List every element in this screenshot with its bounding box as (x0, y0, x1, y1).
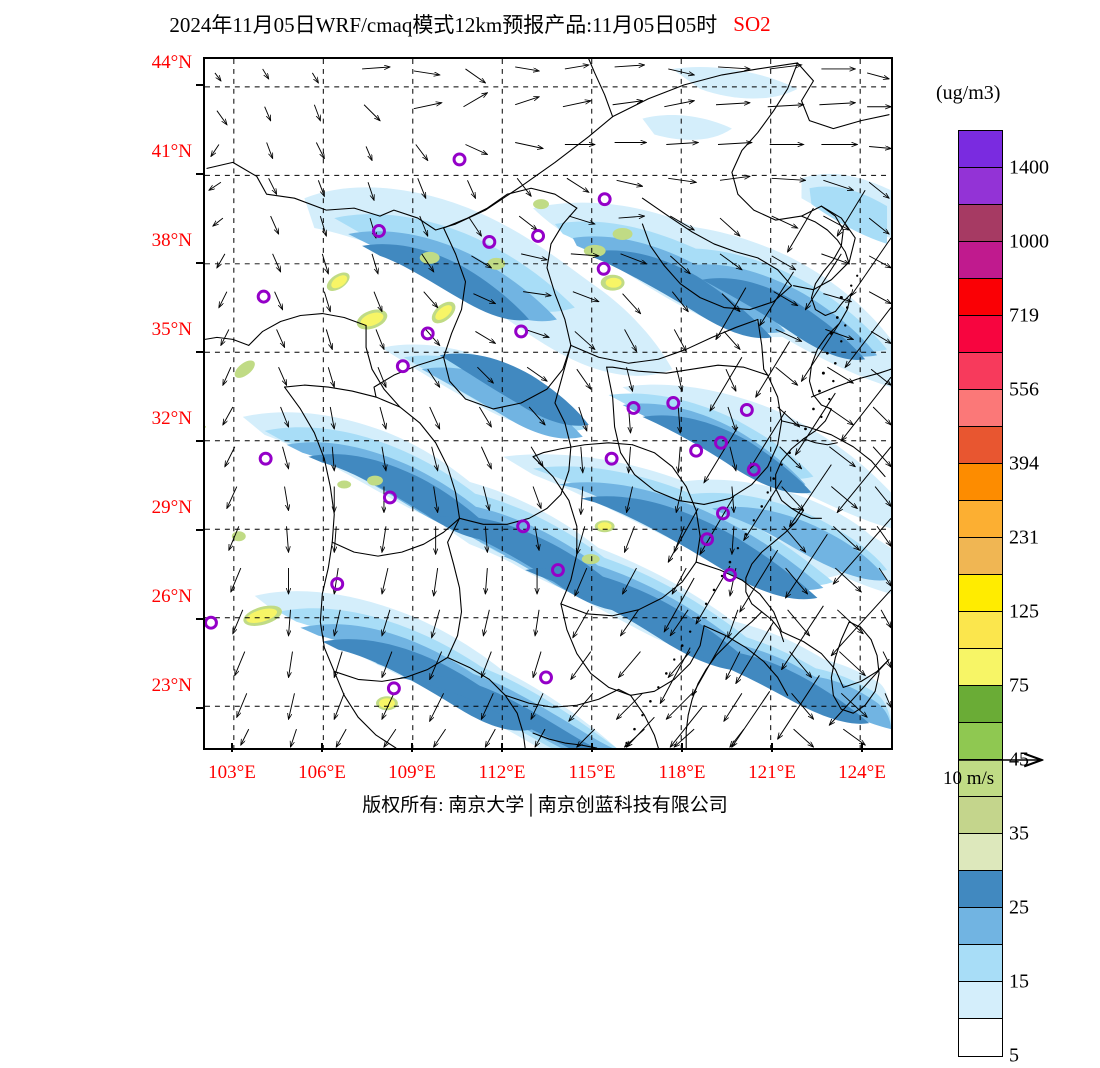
colorbar-tick-1400: 1400 (1009, 156, 1049, 179)
lon-label-112: 112°E (478, 762, 526, 783)
map-canvas (205, 59, 891, 748)
colorbar-cell-19 (959, 834, 1002, 871)
lat-label-32: 32°N (151, 408, 192, 429)
colorbar-cell-7 (959, 390, 1002, 427)
lon-label-124: 124°E (838, 762, 886, 783)
lon-tick (501, 743, 503, 752)
lat-tick (196, 440, 205, 442)
lat-tick (196, 618, 205, 620)
page-title: 2024年11月05日WRF/cmaq模式12km预报产品:11月05日05时 … (0, 8, 940, 40)
lon-label-118: 118°E (658, 762, 706, 783)
colorbar-tick-75: 75 (1009, 674, 1029, 697)
colorbar[interactable] (958, 130, 1003, 1057)
colorbar-units-label: (ug/m3) (936, 82, 1001, 104)
wind-scale-arrow (959, 748, 1075, 794)
lon-label-121: 121°E (748, 762, 796, 783)
colorbar-cell-6 (959, 353, 1002, 390)
lon-tick (411, 743, 413, 752)
lon-tick (591, 743, 593, 752)
lat-label-38: 38°N (151, 230, 192, 251)
colorbar-cell-10 (959, 501, 1002, 538)
lat-tick (196, 707, 205, 709)
colorbar-cell-1 (959, 168, 1002, 205)
lon-tick (231, 743, 233, 752)
colorbar-tick-1000: 1000 (1009, 230, 1049, 253)
colorbar-cell-22 (959, 945, 1002, 982)
colorbar-cell-11 (959, 538, 1002, 575)
colorbar-cell-16 (959, 723, 1002, 760)
colorbar-cell-20 (959, 871, 1002, 908)
colorbar-cell-8 (959, 427, 1002, 464)
colorbar-cell-4 (959, 279, 1002, 316)
colorbar-cell-12 (959, 575, 1002, 612)
colorbar-tick-719: 719 (1009, 304, 1039, 327)
lon-label-109: 109°E (388, 762, 436, 783)
lon-tick (681, 743, 683, 752)
lat-label-44: 44°N (151, 52, 192, 73)
colorbar-tick-5: 5 (1009, 1044, 1019, 1067)
lat-tick (196, 84, 205, 86)
colorbar-cell-17 (959, 760, 1002, 797)
map-frame[interactable] (203, 57, 893, 750)
lat-label-35: 35°N (151, 319, 192, 340)
colorbar-cell-14 (959, 649, 1002, 686)
colorbar-tick-556: 556 (1009, 378, 1039, 401)
colorbar-tick-125: 125 (1009, 600, 1039, 623)
lat-tick (196, 529, 205, 531)
colorbar-cell-18 (959, 797, 1002, 834)
wind-vectors-ocean (627, 189, 891, 747)
colorbar-cell-5 (959, 316, 1002, 353)
lat-tick (196, 262, 205, 264)
colorbar-tick-15: 15 (1009, 970, 1029, 993)
colorbar-cell-9 (959, 464, 1002, 501)
colorbar-cell-0 (959, 131, 1002, 168)
lon-tick (771, 743, 773, 752)
colorbar-cell-23 (959, 982, 1002, 1019)
lat-label-23: 23°N (151, 675, 192, 696)
lon-tick (861, 743, 863, 752)
title-text: 2024年11月05日WRF/cmaq模式12km预报产品:11月05日05时 (169, 13, 718, 37)
colorbar-cell-2 (959, 205, 1002, 242)
lat-tick (196, 173, 205, 175)
colorbar-cell-15 (959, 686, 1002, 723)
lat-label-29: 29°N (151, 497, 192, 518)
colorbar-tick-35: 35 (1009, 822, 1029, 845)
so2-fill-level-125 (246, 275, 622, 709)
lon-label-103: 103°E (208, 762, 256, 783)
lat-label-26: 26°N (151, 586, 192, 607)
wind-scale-label: 10 m/s (943, 768, 995, 789)
lon-tick (321, 743, 323, 752)
colorbar-tick-25: 25 (1009, 896, 1029, 919)
colorbar-cell-13 (959, 612, 1002, 649)
monitoring-stations[interactable] (205, 152, 761, 696)
colorbar-cell-24 (959, 1019, 1002, 1056)
lat-label-41: 41°N (151, 141, 192, 162)
lon-label-115: 115°E (568, 762, 616, 783)
colorbar-tick-394: 394 (1009, 452, 1039, 475)
so2-fill-level-45 (308, 244, 870, 748)
species-label: SO2 (733, 11, 771, 36)
copyright-footer: 版权所有: 南京大学│南京创蓝科技有限公司 (362, 795, 728, 816)
colorbar-tick-231: 231 (1009, 526, 1039, 549)
forecast-map-page: 2024年11月05日WRF/cmaq模式12km预报产品:11月05日05时 … (0, 8, 1075, 1067)
colorbar-cell-21 (959, 908, 1002, 945)
lon-label-106: 106°E (298, 762, 346, 783)
colorbar-cell-3 (959, 242, 1002, 279)
lat-tick (196, 351, 205, 353)
